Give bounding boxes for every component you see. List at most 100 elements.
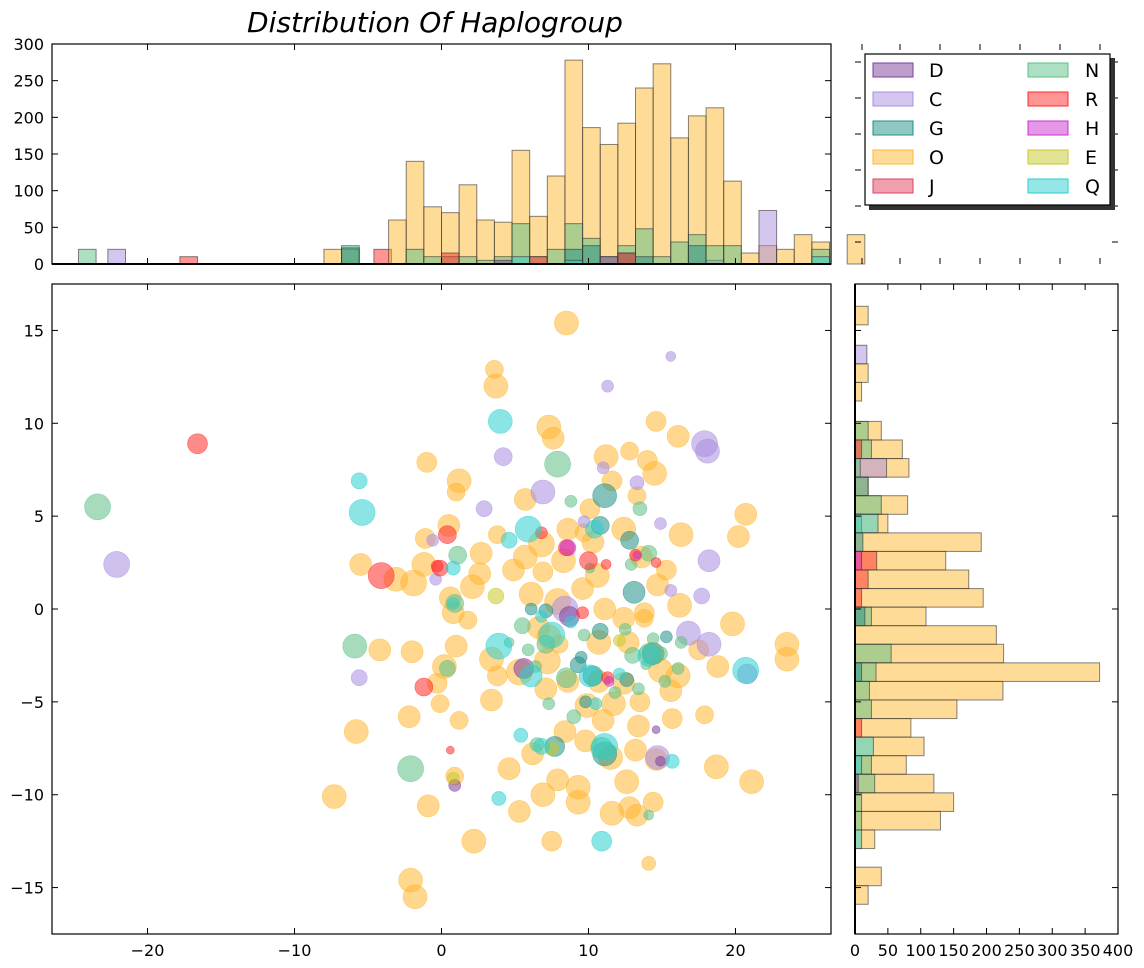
scatter-point-O (485, 360, 504, 379)
scatter-point-R (600, 559, 612, 570)
top-y-tick-label: 100 (13, 182, 44, 201)
scatter-point-Q (519, 664, 543, 688)
scatter-point-C (475, 500, 493, 518)
scatter-point-O (397, 705, 421, 729)
top-hist-bar-G (635, 256, 654, 265)
scatter-point-O (739, 769, 764, 795)
top-hist-bar-D (599, 256, 619, 265)
scatter-point-N (671, 662, 685, 675)
scatter-point-O (727, 525, 750, 548)
scatter-point-C (693, 587, 710, 605)
top-hist-bar-O (652, 63, 672, 265)
top-hist-bar-O (599, 143, 619, 265)
scatter-point-O (565, 789, 591, 815)
scatter-point-N (544, 450, 571, 478)
right-hist-bar-O (854, 718, 912, 738)
x-tick-label: 20 (725, 941, 745, 960)
x-tick-label: −20 (131, 941, 165, 960)
right-hist-bar-N (854, 643, 892, 664)
scatter-point-C (426, 533, 439, 547)
scatter-point-Q (535, 610, 548, 623)
scatter-point-Q (591, 733, 618, 760)
scatter-point-Q (585, 519, 604, 539)
top-hist-bar-N (652, 256, 672, 265)
scatter-point-R (446, 745, 455, 755)
right-x-tick-label: 0 (850, 941, 860, 960)
scatter-point-R (414, 677, 434, 697)
scatter-point-C (629, 475, 645, 491)
chart-title: Distribution Of Haplogroup (247, 6, 623, 39)
scatter-point-Q (589, 697, 603, 711)
legend-swatch-E (1027, 149, 1069, 165)
top-hist-bar-N (546, 248, 566, 265)
scatter-point-C (695, 438, 720, 464)
right-x-tick-label: 100 (905, 941, 936, 960)
scatter-point-C (493, 447, 513, 467)
legend-swatch-Q (1027, 178, 1069, 194)
scatter-point-E (613, 634, 626, 647)
scatter-point-O (641, 856, 657, 871)
scatter-point-Q (613, 667, 626, 681)
scatter-point-Q (350, 472, 368, 490)
top-hist-bar-N (670, 241, 689, 265)
scatter-point-O (642, 461, 667, 486)
scatter-point-O (416, 794, 440, 818)
scatter-point-O (720, 611, 745, 637)
scatter-point-C (103, 551, 130, 578)
top-hist-bar-R (617, 252, 637, 265)
scatter-point-O (614, 769, 639, 795)
right-hist-bar-O (854, 625, 997, 645)
scatter-point-R (430, 559, 444, 573)
scatter-point-O (458, 610, 478, 630)
scatter-point-O (480, 688, 503, 712)
scatter-point-O (508, 800, 531, 823)
top-y-tick-label: 250 (13, 72, 44, 91)
scatter-point-E (446, 771, 460, 785)
top-hist-bar-O (476, 219, 495, 265)
scatter-point-O (416, 451, 438, 473)
right-x-tick-label: 350 (1070, 941, 1101, 960)
top-hist-bar-O (617, 122, 637, 265)
legend-label-O: O (929, 147, 944, 169)
top-hist-bar-R (441, 252, 460, 265)
scatter-point-R (187, 433, 208, 455)
right-hist-bar-N (854, 680, 870, 701)
scatter-point-O (645, 411, 667, 432)
legend-label-C: C (929, 89, 942, 111)
scatter-point-O (541, 426, 565, 450)
scatter-point-O (402, 884, 428, 910)
y-tick-label: 10 (24, 414, 44, 433)
right-hist-bar-G (854, 532, 864, 552)
scatter-point-O (530, 782, 556, 808)
right-hist-bar-C (854, 344, 868, 365)
right-hist-bar-O (854, 885, 869, 905)
legend-swatch-D (872, 62, 914, 78)
scatter-point-O (627, 714, 650, 738)
scatter-point-Q (487, 409, 513, 434)
scatter-point-O (541, 830, 563, 852)
scatter-point-N (608, 686, 622, 699)
scatter-point-O (497, 757, 521, 781)
scatter-point-Q (445, 560, 461, 576)
right-hist-bar-R (854, 569, 869, 590)
top-hist-bar-N (77, 248, 97, 265)
scatter-point-N (564, 494, 578, 508)
legend-swatch-G (872, 120, 914, 136)
right-x-tick-label: 400 (1103, 941, 1134, 960)
scatter-point-N (514, 617, 531, 635)
scatter-point-C (665, 351, 677, 362)
scatter-point-O (620, 441, 639, 461)
scatter-point-Q (533, 738, 550, 755)
scatter-point-N (566, 709, 582, 725)
scatter-point-C (664, 584, 678, 597)
top-histogram: 0 50 100 150 200 250 300 (13, 35, 866, 274)
scatter-point-O (554, 310, 579, 336)
scatter-point-O (444, 634, 468, 658)
y-tick-label: 15 (24, 321, 44, 340)
scatter-point-O (774, 646, 800, 672)
scatter-point-O (446, 482, 466, 502)
legend-swatch-C (872, 91, 914, 107)
top-hist-bar-N (405, 248, 425, 265)
scatter-point-R (576, 606, 589, 620)
